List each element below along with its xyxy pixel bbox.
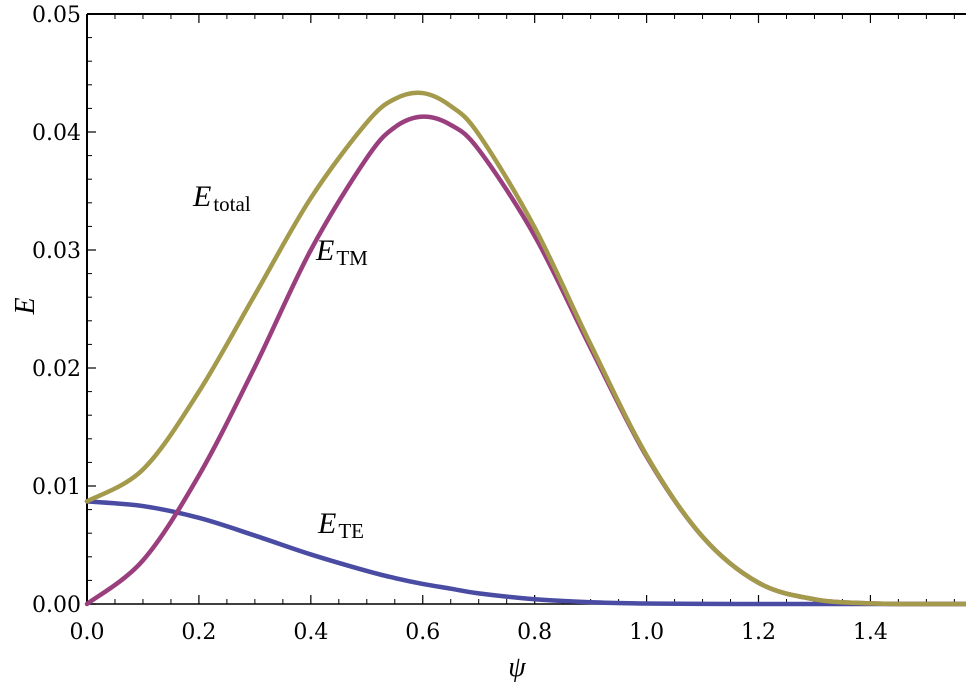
x-tick-label: 0.8 <box>517 620 552 645</box>
y-axis-title: E <box>10 297 41 315</box>
x-tick-label: 1.2 <box>741 620 776 645</box>
series-line-total <box>84 90 966 607</box>
y-tick-label: 0.02 <box>32 357 81 382</box>
x-tick-label: 0.0 <box>70 620 105 645</box>
y-tick-label: 0.03 <box>32 239 81 264</box>
series-label-total: Etotal <box>192 180 251 216</box>
series-lines <box>84 90 966 607</box>
x-tick-label: 0.6 <box>405 620 440 645</box>
y-tick-label: 0.05 <box>32 3 81 28</box>
x-tick-label: 0.2 <box>181 620 216 645</box>
y-tick-label: 0.01 <box>32 475 81 500</box>
y-tick-label: 0.00 <box>32 593 81 618</box>
x-tick-label: 0.4 <box>293 620 328 645</box>
x-axis-title: ψ <box>508 652 526 683</box>
series-label-TM: ETM <box>315 234 368 270</box>
series-line-TE <box>84 499 966 607</box>
x-tick-label: 1.0 <box>629 620 664 645</box>
series-label-TE: ETE <box>317 507 364 543</box>
series-labels: Etotal ETM ETE <box>192 180 368 543</box>
y-tick-label: 0.04 <box>32 121 81 146</box>
x-tick-label: 1.4 <box>853 620 888 645</box>
axes: 0.0 0.2 0.4 0.6 0.8 1.0 1.2 1.4 0.00 0.01 0.02 0.03… <box>32 3 966 645</box>
